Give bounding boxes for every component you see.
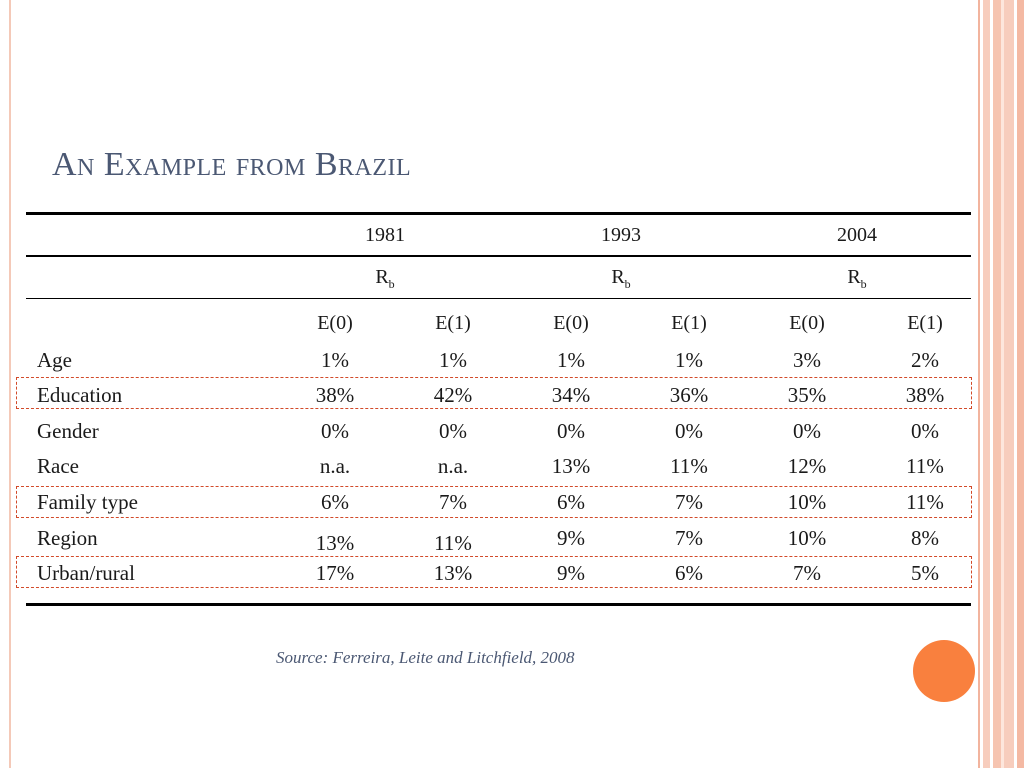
table-cell: 2% <box>911 348 939 372</box>
table-cell: 36% <box>669 383 709 407</box>
year-header-1981: 1981 <box>365 224 405 246</box>
table-cell: 34% <box>551 383 591 407</box>
table-cell: 6% <box>675 561 703 585</box>
slide-title: An Example from Brazil <box>52 146 412 183</box>
table-cell: 5% <box>911 561 939 585</box>
source-citation: Source: Ferreira, Leite and Litchfield, … <box>276 648 575 667</box>
row-label: Race <box>37 454 79 478</box>
right-decorative-stripe <box>1017 0 1024 768</box>
table-cell: 38% <box>315 383 355 407</box>
table-cell: 7% <box>439 490 467 514</box>
right-decorative-stripe <box>983 0 990 768</box>
table-cell: 11% <box>906 454 944 478</box>
right-decorative-stripe <box>1001 0 1004 768</box>
rb-header: Rb <box>847 266 867 291</box>
table-cell: 0% <box>911 419 939 443</box>
table-cell: n.a. <box>319 454 351 478</box>
table-row: Region 13% 11% 9% 7% 10% 8% <box>0 526 1000 556</box>
row-label: Gender <box>37 419 99 443</box>
rb-header: Rb <box>611 266 631 291</box>
right-decorative-stripe <box>978 0 980 768</box>
table-header-rule <box>26 255 971 257</box>
column-subheader: E(1) <box>671 312 707 334</box>
row-label: Urban/rural <box>37 561 135 585</box>
right-decorative-stripe <box>990 0 993 768</box>
table-bottom-rule <box>26 603 971 606</box>
right-decorative-stripe <box>993 0 1001 768</box>
table-cell: 11% <box>434 531 472 555</box>
year-header-1993: 1993 <box>601 224 641 246</box>
table-cell: 7% <box>793 561 821 585</box>
table-row: Urban/rural 17% 13% 9% 6% 7% 5% <box>0 561 1000 591</box>
table-cell: 9% <box>557 561 585 585</box>
table-cell: 11% <box>670 454 708 478</box>
table-cell: 13% <box>433 561 473 585</box>
table-cell: 0% <box>557 419 585 443</box>
highlight-box-family-type <box>16 486 972 518</box>
table-cell: 7% <box>675 490 703 514</box>
table-cell: 1% <box>675 348 703 372</box>
table-row: Race n.a. n.a. 13% 11% 12% 11% <box>0 454 1000 484</box>
accent-circle <box>913 640 975 702</box>
table-cell: 38% <box>905 383 945 407</box>
right-decorative-stripe <box>1004 0 1014 768</box>
table-cell: 7% <box>675 526 703 550</box>
table-cell: 0% <box>321 419 349 443</box>
row-label: Age <box>37 348 72 372</box>
column-subheader: E(1) <box>435 312 471 334</box>
column-subheader: E(0) <box>317 312 353 334</box>
highlight-box-education <box>16 377 972 409</box>
table-cell: 1% <box>439 348 467 372</box>
table-row: Education 38% 42% 34% 36% 35% 38% <box>0 383 1000 413</box>
column-subheader: E(1) <box>907 312 943 334</box>
table-cell: 6% <box>321 490 349 514</box>
rb-header: Rb <box>375 266 395 291</box>
year-header-2004: 2004 <box>837 224 877 246</box>
table-cell: 8% <box>911 526 939 550</box>
table-row: Family type 6% 7% 6% 7% 10% 11% <box>0 490 1000 520</box>
table-cell: 13% <box>315 531 355 555</box>
left-decorative-rule <box>9 0 11 768</box>
right-decorative-stripe <box>1014 0 1017 768</box>
table-cell: 35% <box>787 383 827 407</box>
table-cell: 12% <box>787 454 827 478</box>
table-cell: 1% <box>557 348 585 372</box>
table-cell: 1% <box>321 348 349 372</box>
table-cell: 17% <box>315 561 355 585</box>
table-cell: 10% <box>787 526 827 550</box>
row-label: Education <box>37 383 123 407</box>
table-cell: 0% <box>675 419 703 443</box>
table-cell: 42% <box>433 383 473 407</box>
table-cell: 9% <box>557 526 585 550</box>
highlight-box-urban-rural <box>16 556 972 588</box>
column-subheader: E(0) <box>789 312 825 334</box>
table-subheader-rule <box>26 298 971 299</box>
table-cell: n.a. <box>437 454 469 478</box>
table-cell: 3% <box>793 348 821 372</box>
table-cell: 0% <box>793 419 821 443</box>
row-label: Family type <box>37 490 138 514</box>
table-top-rule <box>26 212 971 215</box>
table-cell: 11% <box>906 490 944 514</box>
table-cell: 0% <box>439 419 467 443</box>
table-row: Age 1% 1% 1% 1% 3% 2% <box>0 348 1000 378</box>
table-cell: 6% <box>557 490 585 514</box>
column-subheader: E(0) <box>553 312 589 334</box>
table-row: Gender 0% 0% 0% 0% 0% 0% <box>0 419 1000 449</box>
table-cell: 10% <box>787 490 827 514</box>
table-cell: 13% <box>551 454 591 478</box>
row-label: Region <box>37 526 98 550</box>
